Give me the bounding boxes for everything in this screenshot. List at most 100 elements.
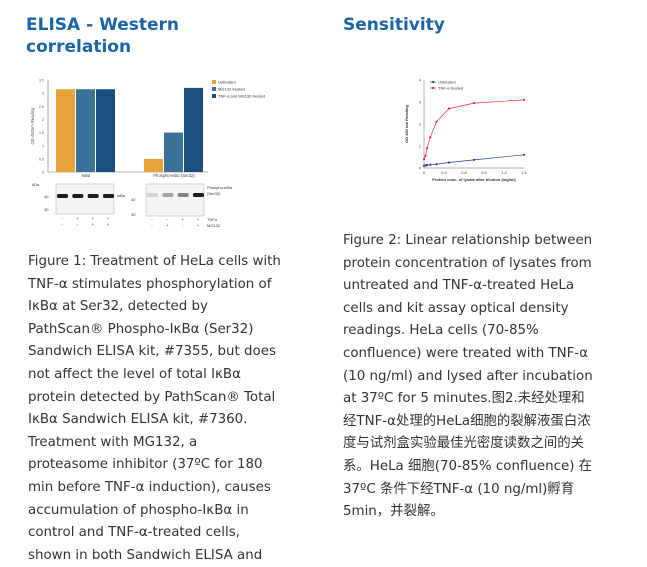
caption-line: shown in both Sandwich ELISA and xyxy=(28,547,263,563)
caption-line: 经TNF-α处理的HeLa细胞的裂解液蛋白浓 xyxy=(343,413,591,429)
treatment-sign: - xyxy=(61,222,63,227)
caption-line: 系。HeLa 细胞(70-85% confluence) 在 xyxy=(343,458,593,474)
treatment-sign: + xyxy=(197,217,200,222)
blot-band xyxy=(162,193,174,197)
elisa-western-figure: 0 0.5 1 1.5 2 2.5 3 3.5 OD 450nm Reading IκBα Phos… xyxy=(30,79,265,229)
data-point xyxy=(522,153,526,156)
caption-line: cells and kit assay optical density xyxy=(343,300,569,316)
row-label: MG132 xyxy=(207,223,221,228)
kda-label: kDa xyxy=(32,182,40,187)
caption-line: 5min，并裂解。 xyxy=(343,504,444,520)
legend-swatch xyxy=(212,94,216,98)
caption-line: Treatment with MG132, a xyxy=(28,434,198,450)
y-tick-label: 1 xyxy=(42,144,44,148)
figure2-caption: Figure 2: Linear relationship between pro… xyxy=(343,230,641,524)
y-axis-label: OD 450nm Reading xyxy=(30,107,35,145)
blot-right-label: Phospho-IκBα xyxy=(207,185,233,190)
y-tick-label: 2 xyxy=(419,122,422,127)
caption-line: proteasome inhibitor (37ºC for 180 xyxy=(28,457,263,473)
treatment-sign: + xyxy=(197,223,200,228)
data-point xyxy=(426,164,429,167)
blot-right-label: (Ser32) xyxy=(207,191,221,196)
treatment-sign: - xyxy=(61,216,63,221)
x-tick-label: 0.9 xyxy=(481,170,487,175)
legend-marker xyxy=(431,80,435,84)
legend-swatch xyxy=(212,87,216,91)
caption-line: IκBα at Ser32, detected by xyxy=(28,299,208,315)
y-tick-label: 3.5 xyxy=(39,79,44,83)
legend-label: Untreated xyxy=(438,80,456,85)
treatment-sign: + xyxy=(76,216,79,221)
x-tick-label: 1.5 xyxy=(521,170,527,175)
caption-line: untreated and TNF-α-treated HeLa xyxy=(343,278,575,294)
series-line xyxy=(423,99,525,160)
blot-band xyxy=(193,193,204,197)
blot-band xyxy=(177,193,189,197)
category-label: Phospho-IκBα (Ser32) xyxy=(153,173,195,178)
treatment-sign: + xyxy=(107,216,110,221)
blot-band xyxy=(57,194,68,198)
x-tick-label: 1.2 xyxy=(501,170,507,175)
treatment-sign: - xyxy=(151,223,153,228)
caption-line: control and TNF-α-treated cells, xyxy=(28,525,240,541)
marker-label: 40 xyxy=(44,194,49,199)
caption-line: protein concentration of lysates from xyxy=(343,255,592,271)
bar xyxy=(164,132,183,172)
data-point xyxy=(447,161,451,164)
y-tick-label: 1 xyxy=(419,144,422,149)
marker-label: 40 xyxy=(131,197,136,202)
caption-line: not affect the level of total IκBα xyxy=(28,366,241,382)
caption-line: TNF-α stimulates phosphorylation of xyxy=(28,276,272,292)
elisa-western-heading: ELISA - Western correlation xyxy=(26,14,326,58)
data-point xyxy=(422,158,426,161)
caption-line: PathScan® Phospho-IκBα (Ser32) xyxy=(28,321,254,337)
sensitivity-line-chart: 0 1 2 3 4 0 0.3 0.6 0.9 1.2 1.5 Protein conc. of ly… xyxy=(404,78,528,183)
blot-band xyxy=(103,194,114,198)
y-tick-label: 2 xyxy=(42,118,44,122)
caption-line: readings. HeLa cells (70-85% xyxy=(343,323,539,339)
caption-line: at 37ºC for 5 minutes.图2.未经处理和 xyxy=(343,391,585,407)
y-tick-label: 3 xyxy=(419,100,422,105)
legend-label: Untreated xyxy=(218,80,236,85)
bar xyxy=(76,89,95,172)
treatment-sign: - xyxy=(77,222,79,227)
legend-marker xyxy=(431,86,435,90)
treatment-sign: - xyxy=(151,217,153,222)
treatment-sign: + xyxy=(91,222,94,227)
treatment-sign: + xyxy=(91,216,94,221)
figure1-caption: Figure 1: Treatment of HeLa cells with TN… xyxy=(28,251,328,567)
data-point xyxy=(435,163,438,166)
x-tick-label: 0.3 xyxy=(441,170,447,175)
data-point xyxy=(424,154,427,157)
treatment-sign: - xyxy=(182,223,184,228)
y-tick-label: 0.5 xyxy=(39,157,44,161)
y-axis-label: OD 450 nm Reading xyxy=(404,105,409,143)
marker-label: 30 xyxy=(131,212,136,217)
caption-line: IκBα Sandwich ELISA kit, #7360. xyxy=(28,412,248,428)
blot-left-label: IκBα xyxy=(117,193,126,198)
caption-line: confluence) were treated with TNF-α xyxy=(343,345,589,361)
treatment-sign: - xyxy=(167,217,169,222)
data-point xyxy=(522,98,526,101)
y-tick-label: 3 xyxy=(42,92,44,96)
legend-label: TNF-α-treated xyxy=(438,86,463,91)
y-tick-label: 0 xyxy=(42,171,44,175)
y-tick-label: 2.5 xyxy=(39,105,44,109)
category-label: IκBα xyxy=(82,173,91,178)
caption-line: 37ºC 条件下经TNF-α (10 ng/ml)孵育 xyxy=(343,481,575,497)
marker-label: 30 xyxy=(44,207,49,212)
heading-line: correlation xyxy=(26,37,132,57)
caption-line: min before TNF-α induction), causes xyxy=(28,479,271,495)
blot-panel-right xyxy=(145,183,205,217)
row-label: TNFα xyxy=(207,217,218,222)
blot-panel-left xyxy=(55,183,115,215)
caption-line: Figure 2: Linear relationship between xyxy=(343,233,593,248)
bar xyxy=(96,89,115,172)
blot-band xyxy=(87,194,99,198)
x-axis-label: Protein conc. of lysate after dilution (… xyxy=(432,177,516,182)
caption-line: protein detected by PathScan® Total xyxy=(28,389,276,405)
legend-label: TNF-α and MG132-treated xyxy=(218,94,265,99)
x-tick-label: 0.6 xyxy=(461,170,467,175)
bar xyxy=(144,158,163,172)
